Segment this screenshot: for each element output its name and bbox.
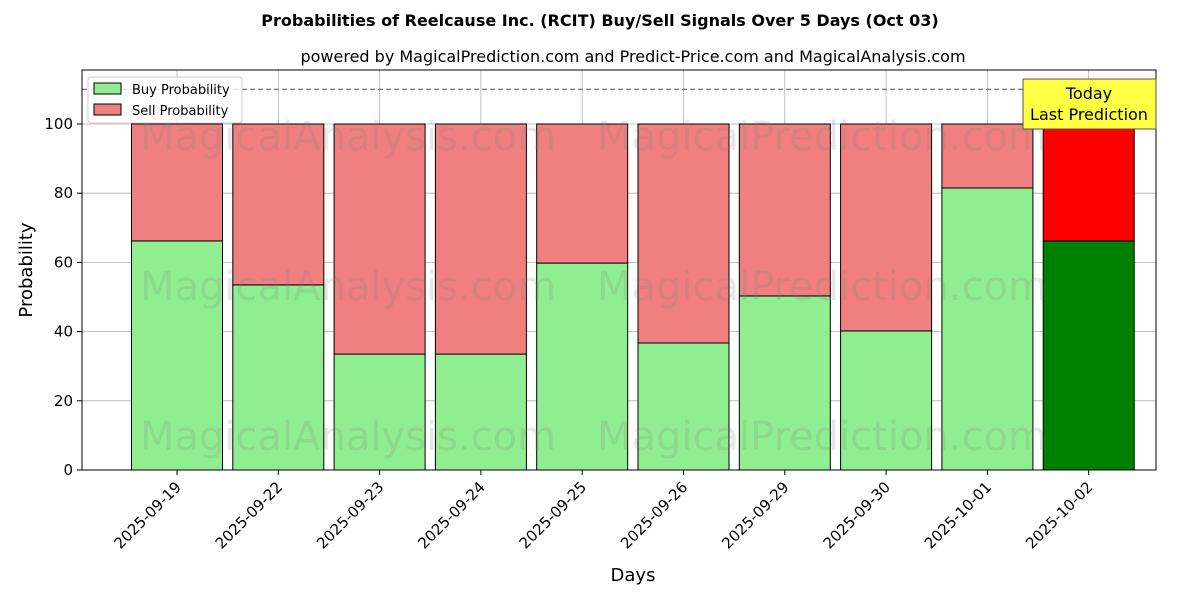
sell-bar	[434, 123, 527, 355]
x-tick-label: 2025-09-25	[516, 478, 590, 552]
x-tick-label: 2025-09-22	[212, 478, 286, 552]
plot-frame	[81, 69, 1157, 471]
y-tick-label: 80	[54, 184, 73, 202]
sell-bar	[941, 123, 1034, 189]
watermark: MagicalPrediction.com	[597, 114, 1047, 160]
chart-subtitle: powered by MagicalPrediction.com and Pre…	[300, 47, 965, 66]
watermark: MagicalPrediction.com	[597, 414, 1047, 460]
y-axis-label: Probability	[16, 222, 37, 317]
y-tick-label: 0	[63, 461, 73, 479]
x-tick-label: 2025-10-01	[921, 478, 995, 552]
annotation-line1: Today	[1065, 84, 1112, 103]
legend-sell-swatch	[93, 103, 122, 116]
buy-bar	[637, 342, 730, 471]
sell-bar	[738, 123, 831, 297]
sell-bar	[131, 123, 223, 242]
buy-bar	[232, 284, 325, 471]
sell-bar	[637, 123, 730, 344]
buy-bar	[131, 240, 223, 471]
legend-sell-label: Sell Probability	[132, 104, 229, 119]
watermark: MagicalAnalysis.com	[140, 264, 556, 310]
watermark: MagicalPrediction.com	[597, 264, 1047, 310]
today-annotation: Today Last Prediction	[1022, 78, 1157, 130]
buy-bar	[536, 262, 629, 471]
sell-bar	[232, 123, 325, 286]
y-tick-label: 60	[54, 253, 73, 271]
sell-bar	[1042, 123, 1135, 242]
x-tick-label: 2025-09-26	[617, 478, 691, 552]
y-tick-label: 20	[54, 392, 73, 410]
x-tick-label: 2025-09-19	[110, 478, 184, 552]
legend-buy-label: Buy Probability	[132, 83, 230, 98]
annotation-line2: Last Prediction	[1030, 105, 1148, 124]
sell-bar	[536, 123, 629, 264]
x-axis-label: Days	[611, 565, 656, 586]
legend: Buy Probability Sell Probability	[87, 76, 243, 124]
buy-bar	[738, 295, 831, 471]
x-tick-label: 2025-09-30	[820, 478, 894, 552]
chart-title: Probabilities of Reelcause Inc. (RCIT) B…	[261, 11, 938, 30]
sell-bar	[333, 123, 426, 355]
buy-bar	[941, 187, 1034, 471]
x-tick-label: 2025-09-29	[718, 478, 792, 552]
buy-bar	[1042, 240, 1135, 471]
y-tick-label: 100	[44, 115, 73, 133]
sell-bar	[840, 123, 933, 332]
legend-buy-swatch	[93, 82, 122, 95]
watermark: MagicalAnalysis.com	[140, 414, 556, 460]
y-tick-label: 40	[54, 323, 73, 341]
x-tick-label: 2025-09-24	[414, 478, 488, 552]
buy-bar	[840, 330, 933, 471]
x-tick-label: 2025-09-23	[313, 478, 387, 552]
x-tick-label: 2025-10-02	[1022, 478, 1096, 552]
